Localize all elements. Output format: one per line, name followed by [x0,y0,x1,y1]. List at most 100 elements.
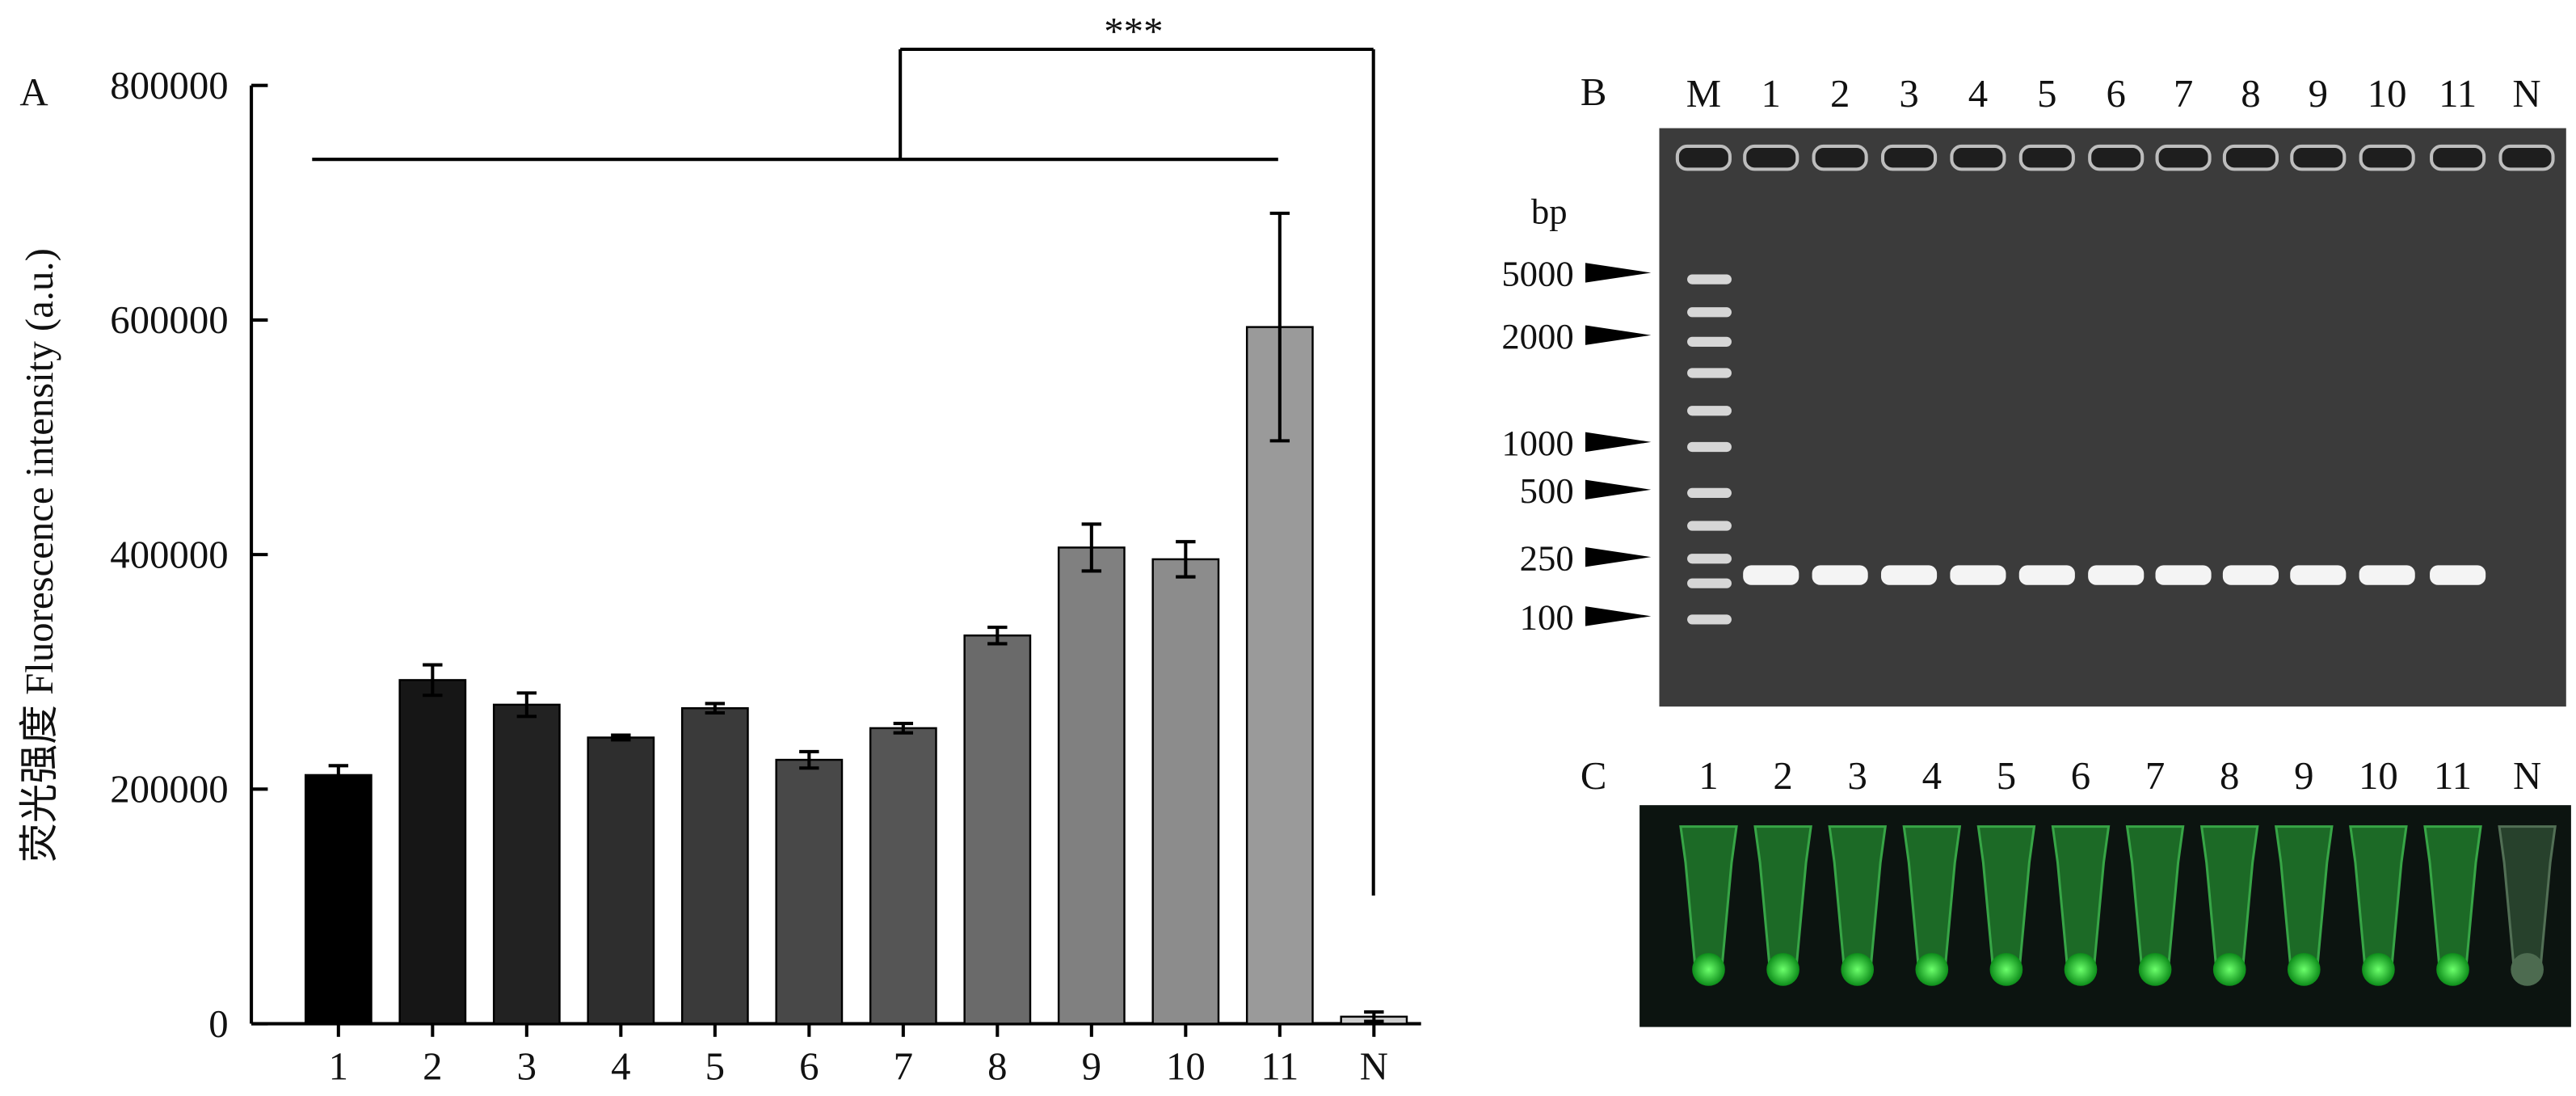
error-bar [893,722,914,735]
tube-label: 2 [1773,754,1792,798]
x-tick-label: 6 [799,1045,819,1089]
error-bar [328,764,349,786]
marker-arrow [1585,606,1652,626]
ladder-band [1687,406,1732,416]
marker-size-label: 1000 [1501,423,1573,463]
gel-well [2290,144,2347,171]
tube-label: 7 [2145,754,2165,798]
tube-label: N [2513,754,2541,798]
tube-label: 8 [2220,754,2239,798]
lane-label: 6 [2107,72,2126,116]
gel-band [2222,565,2279,585]
tube-label: 10 [2359,754,2398,798]
bar [869,727,937,1025]
panel-label: B [1581,70,1607,114]
lane-label: M [1686,72,1721,116]
gel-lanes: M 1 2 3 4 5 6 7 8 9 10 11 N 5000 2000 1000 500 250 100 [1501,72,2555,638]
gel-well [1812,144,1868,171]
bar [1151,558,1220,1025]
x-tick-label: 4 [611,1045,630,1089]
tube-label: 1 [1698,754,1718,798]
error-bar [1176,540,1196,579]
lane-label: 1 [1762,72,1781,116]
x-tick-label: 10 [1166,1045,1206,1089]
bar [963,634,1032,1025]
x-tick-label: 1 [329,1045,348,1089]
tube-fluorescence [2138,953,2172,986]
y-tick-label: 0 [208,1002,228,1046]
gel-image [1659,128,2566,707]
tube-fluorescence [2436,953,2469,986]
marker-arrow [1585,325,1652,345]
tube-fluorescence [2287,953,2321,986]
error-bar [799,749,819,770]
lane-label: 9 [2309,72,2328,116]
error-bar [1081,522,1102,573]
gel-well [1743,144,1799,171]
error-bar [516,691,537,719]
gel-band [2018,565,2075,585]
gel-well [1950,144,2006,171]
bar [304,774,373,1025]
bar [398,679,467,1025]
tube-fluorescence [1692,953,1725,986]
ladder-band [1687,554,1732,564]
gel-band [1743,565,1799,585]
marker-size-label: 250 [1520,537,1574,578]
bar [775,758,844,1025]
gel-band [2430,565,2486,585]
x-tick-label: 9 [1082,1045,1101,1089]
y-tick-label: 200000 [110,768,228,811]
lane-label: 10 [2368,72,2407,116]
gel-band [2359,565,2415,585]
lane-label: 3 [1899,72,1918,116]
marker-size-label: 100 [1520,597,1574,638]
ladder-band [1687,336,1732,347]
significance-label: *** [1104,10,1163,53]
panel-label: C [1581,754,1607,798]
marker-arrow [1585,432,1652,453]
tube-label: 3 [1847,754,1867,798]
gel-band [1880,565,1938,585]
gel-well [2155,144,2212,171]
tube-fluorescence [2511,953,2544,986]
lane-label: 4 [1968,72,1988,116]
tube-fluorescence [2064,953,2098,986]
tubes: 1 2 3 4 5 6 7 8 9 10 11 N [1679,754,2557,986]
x-tick-label: 2 [423,1045,442,1089]
x-tick-label: 11 [1261,1045,1299,1089]
significance-bracket [312,47,1375,896]
lane-label: 7 [2174,72,2193,116]
unit-label: bp [1531,191,1568,231]
ladder-band [1687,274,1732,285]
bar [587,736,655,1025]
ladder-band [1687,521,1732,531]
marker-arrow [1585,263,1652,283]
tube-fluorescence [1841,953,1875,986]
ladder-band [1687,487,1732,498]
gel-well [2498,144,2555,171]
gel-well [2088,144,2145,171]
error-bar [987,626,1008,646]
x-tick-label: 8 [987,1045,1007,1089]
tube-fluorescence [2362,953,2395,986]
bar [680,706,749,1025]
tube-label: 9 [2294,754,2313,798]
gel-well [2222,144,2279,171]
lane-label: 8 [2241,72,2260,116]
error-bar [611,733,631,742]
bar [492,703,561,1025]
lane-label: N [2512,72,2540,116]
ladder-band [1687,614,1732,625]
error-bar [705,702,726,715]
lane-label: 5 [2037,72,2056,116]
gel-well [2018,144,2075,171]
tube-fluorescence [2212,953,2246,986]
lane-label: 2 [1830,72,1850,116]
marker-arrow [1585,479,1652,500]
ladder-band [1687,307,1732,318]
error-bar [1269,211,1290,443]
tube-label: 4 [1922,754,1942,798]
